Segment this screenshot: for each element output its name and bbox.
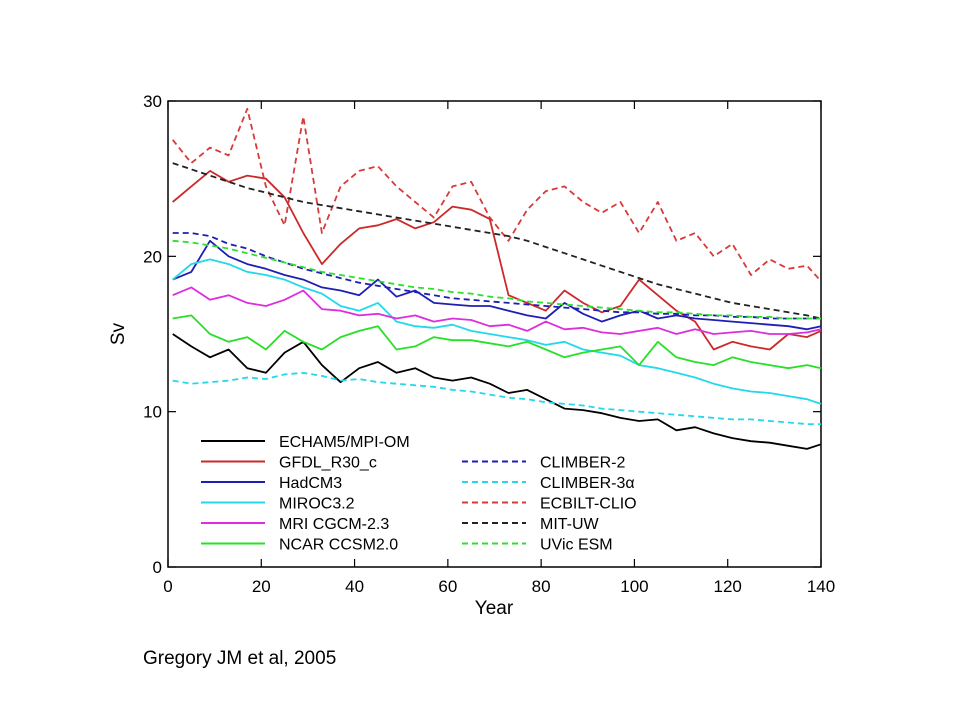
series-line-gfdl-r30-c <box>172 169 822 351</box>
legend: ECHAM5/MPI-OM GFDL_R30_c HadCM3 MIROC3.2 MRI… <box>201 434 637 554</box>
legend-label: MRI CGCM-2.3 <box>279 516 389 533</box>
legend-label: CLIMBER-3α <box>540 475 635 492</box>
legend-label: ECHAM5/MPI-OM <box>279 434 410 451</box>
legend-label: UVic ESM <box>540 537 613 554</box>
series-line-hadcm3 <box>172 239 822 331</box>
x-tick-label: 40 <box>345 577 364 596</box>
legend-label: CLIMBER-2 <box>540 455 625 472</box>
series-line-ncar-ccsm2-0 <box>172 314 822 370</box>
x-tick-label: 100 <box>620 577 648 596</box>
series-group <box>171 107 822 450</box>
x-tick-label: 80 <box>532 577 551 596</box>
y-tick-label: 0 <box>153 558 162 577</box>
x-axis: 0 20 40 60 80 100 120 140 <box>163 101 835 596</box>
x-tick-label: 60 <box>438 577 457 596</box>
series-line-ecbilt-clio <box>171 107 822 282</box>
series-line-echam5-mpi-om <box>172 333 822 450</box>
y-tick-label: 10 <box>143 403 162 422</box>
x-tick-label: 0 <box>163 577 172 596</box>
legend-label: MIROC3.2 <box>279 496 355 513</box>
x-tick-label: 140 <box>807 577 835 596</box>
series-line-mit-uw <box>172 162 822 320</box>
legend-label: MIT-UW <box>540 516 600 533</box>
citation-caption: Gregory JM et al, 2005 <box>143 648 337 669</box>
plot-frame <box>167 100 822 568</box>
series-line-climber-3 <box>172 371 821 426</box>
y-tick-label: 30 <box>143 92 162 111</box>
legend-label: NCAR CCSM2.0 <box>279 537 398 554</box>
y-axis: 0 10 20 30 <box>143 92 821 577</box>
series-line-uvic-esm <box>172 239 821 320</box>
y-axis-label: Sv <box>108 322 129 345</box>
legend-label: GFDL_R30_c <box>279 455 377 472</box>
series-line-miroc3-2 <box>172 258 822 405</box>
legend-label: ECBILT-CLIO <box>540 496 637 513</box>
x-axis-label: Year <box>475 598 514 619</box>
y-tick-label: 20 <box>143 247 162 266</box>
series-line-mri-cgcm-2-3 <box>172 286 822 335</box>
x-tick-label: 20 <box>252 577 271 596</box>
x-tick-label: 120 <box>714 577 742 596</box>
legend-label: HadCM3 <box>279 475 342 492</box>
